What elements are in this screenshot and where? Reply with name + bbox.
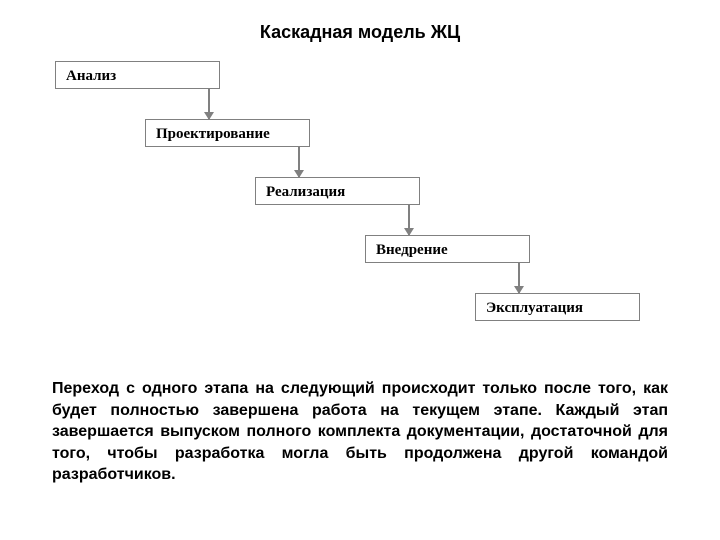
page-title: Каскадная модель ЖЦ — [0, 0, 720, 43]
arrow-3 — [518, 263, 520, 293]
stage-box-4: Эксплуатация — [475, 293, 640, 321]
stage-box-1: Проектирование — [145, 119, 310, 147]
description-text: Переход с одного этапа на следующий прои… — [52, 378, 668, 486]
stage-box-0: Анализ — [55, 61, 220, 89]
stage-box-3: Внедрение — [365, 235, 530, 263]
arrow-2 — [408, 205, 410, 235]
arrow-0 — [208, 89, 210, 119]
cascade-diagram: Анализ Проектирование Реализация Внедрен… — [0, 61, 720, 361]
arrow-1 — [298, 147, 300, 177]
stage-box-2: Реализация — [255, 177, 420, 205]
